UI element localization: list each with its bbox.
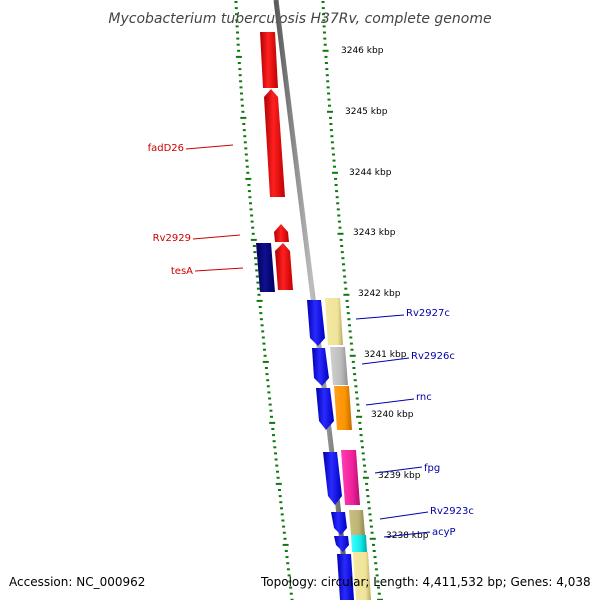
kbp-label: 3243 kbp [353, 228, 396, 238]
kbp-label: 3245 kbp [345, 107, 388, 117]
gene-label-Rv2926c: Rv2926c [411, 351, 455, 362]
genome-summary-text: Topology: circular; Length: 4,411,532 bp… [260, 575, 591, 589]
gene-block [341, 450, 360, 505]
outer-tick-ruler [234, 1, 294, 600]
label-leader [374, 466, 423, 474]
gene-arrow [334, 536, 349, 552]
label-leader [379, 511, 429, 520]
kbp-label: 3246 kbp [341, 46, 384, 56]
kbp-label: 3241 kbp [364, 350, 407, 360]
kbp-label: 3244 kbp [349, 168, 392, 178]
label-leader [192, 234, 241, 240]
gene-label-rnc: rnc [416, 392, 432, 403]
label-leader [365, 398, 415, 406]
kbp-label: 3238 kbp [386, 531, 429, 541]
gene-block [260, 32, 278, 88]
kbp-label: 3239 kbp [378, 471, 421, 481]
gene-block [337, 554, 354, 600]
gene-block [349, 510, 365, 535]
gene-arrow [316, 388, 334, 430]
map-title: Mycobacterium tuberculosis H37Rv, comple… [108, 11, 491, 27]
kbp-scale: 3246 kbp 3245 kbp 3244 kbp 3243 kbp 3242… [341, 46, 429, 541]
gene-block [325, 298, 343, 345]
gene-arrow [264, 89, 285, 197]
gene-label-acyP: acyP [432, 527, 456, 538]
kbp-label: 3242 kbp [358, 289, 401, 299]
gene-label-Rv2923c: Rv2923c [430, 506, 474, 517]
gene-arrow [275, 243, 293, 290]
gene-arrow [274, 224, 289, 242]
label-leader [194, 267, 244, 272]
gene-block [351, 535, 367, 552]
label-leader [361, 357, 410, 365]
reverse-gene-labels: Rv2927c Rv2926c rnc fpg Rv2923c acyP [355, 308, 474, 538]
gene-label-fpg: fpg [424, 463, 440, 474]
label-leader [383, 531, 431, 538]
gene-block [330, 347, 348, 385]
gene-label-Rv2927c: Rv2927c [406, 308, 450, 319]
gene-block [353, 552, 371, 600]
gene-block [256, 243, 275, 292]
kbp-label: 3240 kbp [371, 410, 414, 420]
label-leader [185, 144, 234, 150]
gene-arrow [307, 300, 325, 346]
gene-block [334, 386, 352, 430]
gene-label-tesA: tesA [171, 266, 193, 277]
accession-text: Accession: NC_000962 [9, 575, 145, 589]
gene-arrow [323, 452, 342, 505]
forward-gene-labels: fadD26 Rv2929 tesA [148, 143, 244, 277]
label-leader [355, 314, 405, 320]
gene-arrow [331, 512, 347, 535]
gene-label-Rv2929: Rv2929 [153, 233, 191, 244]
gene-arrow [312, 348, 329, 386]
gene-label-fadD26: fadD26 [148, 143, 184, 154]
